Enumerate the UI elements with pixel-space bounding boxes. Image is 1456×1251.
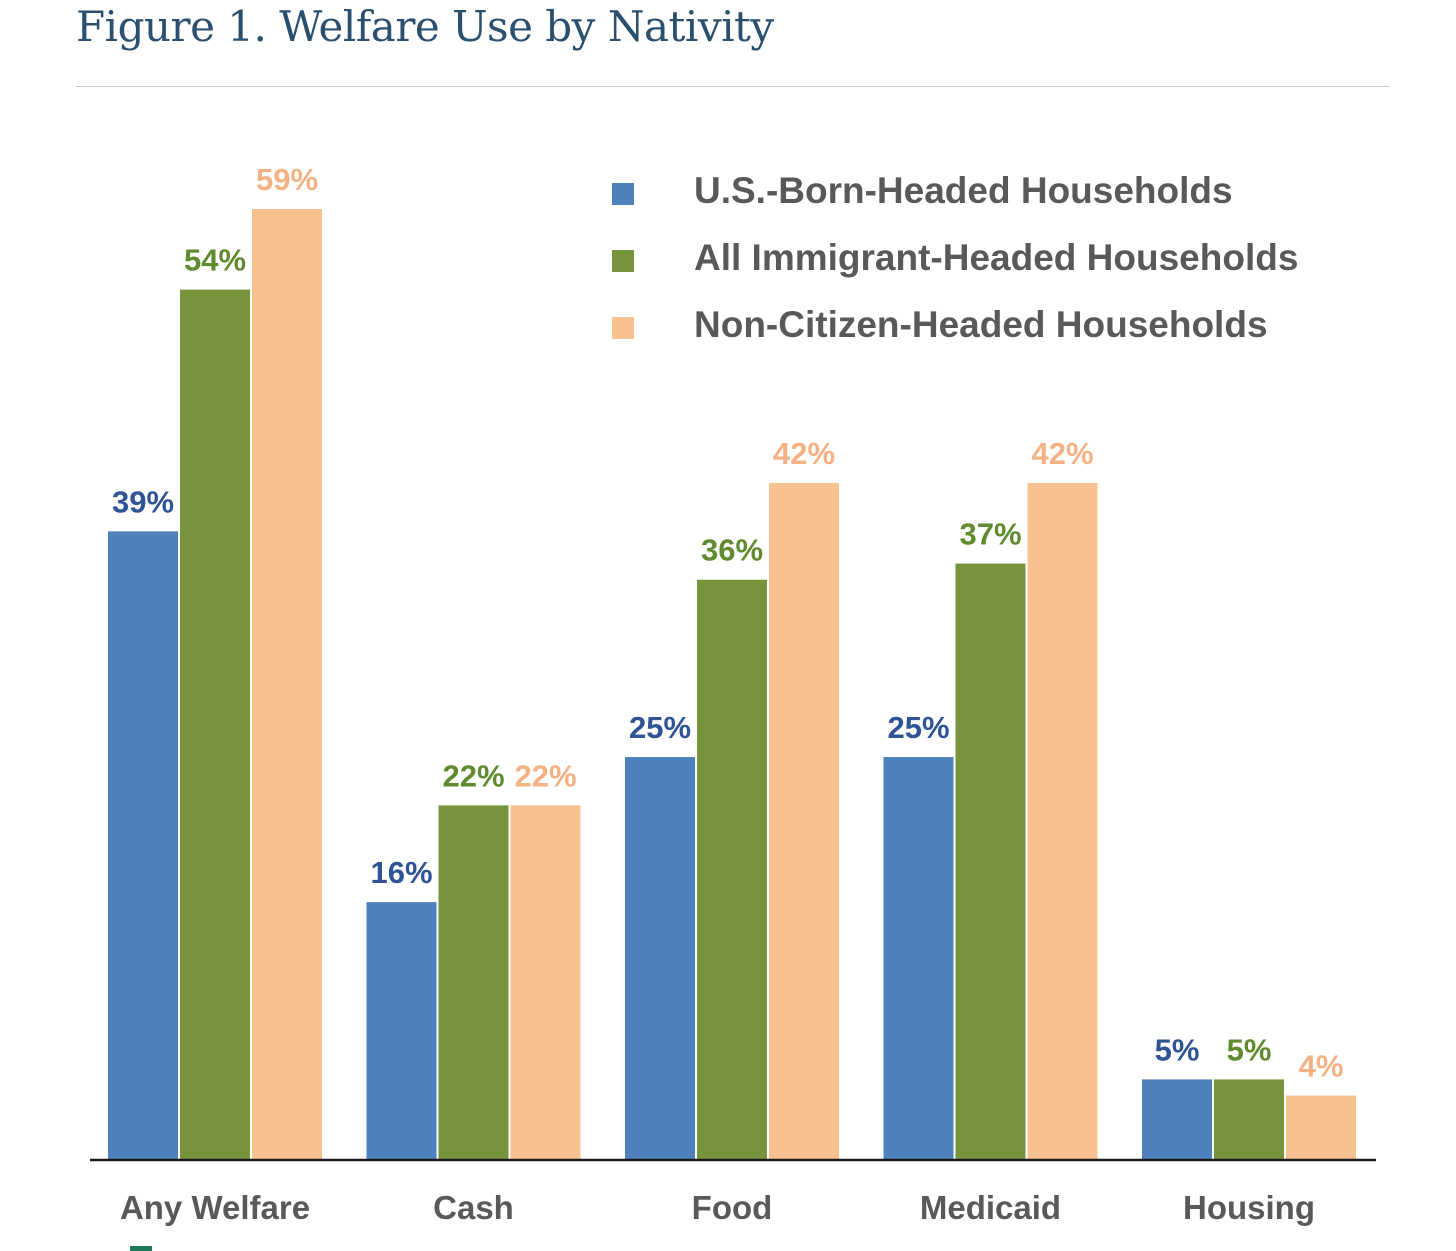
value-label-housing-all-immigrant: 5% — [1227, 1032, 1272, 1067]
legend-label-non-citizen: Non-Citizen-Headed Households — [694, 304, 1268, 345]
bar-any-welfare-non-citizen — [252, 209, 322, 1160]
title-divider — [76, 86, 1390, 87]
value-label-medicaid-all-immigrant: 37% — [959, 517, 1021, 552]
value-label-food-us-born: 25% — [629, 710, 691, 745]
value-label-any-welfare-us-born: 39% — [112, 484, 174, 519]
value-label-medicaid-non-citizen: 42% — [1031, 436, 1093, 471]
bar-any-welfare-us-born — [108, 531, 178, 1160]
category-labels-group: Any Welfare Cash Food Medicaid Housing — [120, 1189, 1315, 1226]
bar-medicaid-non-citizen — [1027, 483, 1098, 1160]
bars-group — [108, 209, 1356, 1160]
bar-housing-non-citizen — [1286, 1095, 1356, 1160]
legend-swatch-all-immigrant — [612, 250, 634, 272]
bar-any-welfare-all-immigrant — [180, 289, 250, 1160]
bar-food-us-born — [625, 757, 695, 1160]
bar-food-all-immigrant — [697, 579, 767, 1160]
value-label-food-non-citizen: 42% — [773, 436, 835, 471]
value-labels-group: 39% 54% 59% 16% 22% 22% 25% 36% 42% 25% 37% 42% 5% 5%… — [112, 162, 1343, 1084]
value-label-any-welfare-non-citizen: 59% — [256, 162, 318, 197]
value-label-cash-all-immigrant: 22% — [442, 758, 504, 793]
bar-medicaid-us-born — [883, 757, 954, 1160]
figure-title: Figure 1. Welfare Use by Nativity — [76, 2, 774, 51]
decorative-mark — [130, 1246, 152, 1251]
value-label-any-welfare-all-immigrant: 54% — [184, 243, 246, 278]
value-label-housing-non-citizen: 4% — [1299, 1049, 1344, 1084]
value-label-cash-non-citizen: 22% — [514, 758, 576, 793]
bar-medicaid-all-immigrant — [955, 563, 1026, 1160]
legend-label-all-immigrant: All Immigrant-Headed Households — [694, 237, 1299, 278]
bar-food-non-citizen — [769, 483, 839, 1160]
category-label-cash: Cash — [433, 1189, 514, 1226]
bar-cash-non-citizen — [510, 805, 581, 1160]
value-label-food-all-immigrant: 36% — [701, 533, 763, 568]
value-label-cash-us-born: 16% — [370, 855, 432, 890]
legend-swatch-us-born — [612, 183, 634, 205]
legend-label-us-born: U.S.-Born-Headed Households — [694, 170, 1233, 211]
category-label-any-welfare: Any Welfare — [120, 1189, 310, 1226]
bar-housing-all-immigrant — [1214, 1079, 1284, 1160]
value-label-housing-us-born: 5% — [1155, 1032, 1200, 1067]
bar-cash-all-immigrant — [438, 805, 509, 1160]
bar-cash-us-born — [366, 902, 437, 1160]
category-label-food: Food — [692, 1189, 773, 1226]
category-label-medicaid: Medicaid — [920, 1189, 1061, 1226]
value-label-medicaid-us-born: 25% — [887, 710, 949, 745]
category-label-housing: Housing — [1183, 1189, 1315, 1226]
legend-swatch-non-citizen — [612, 317, 634, 339]
bar-housing-us-born — [1142, 1079, 1212, 1160]
